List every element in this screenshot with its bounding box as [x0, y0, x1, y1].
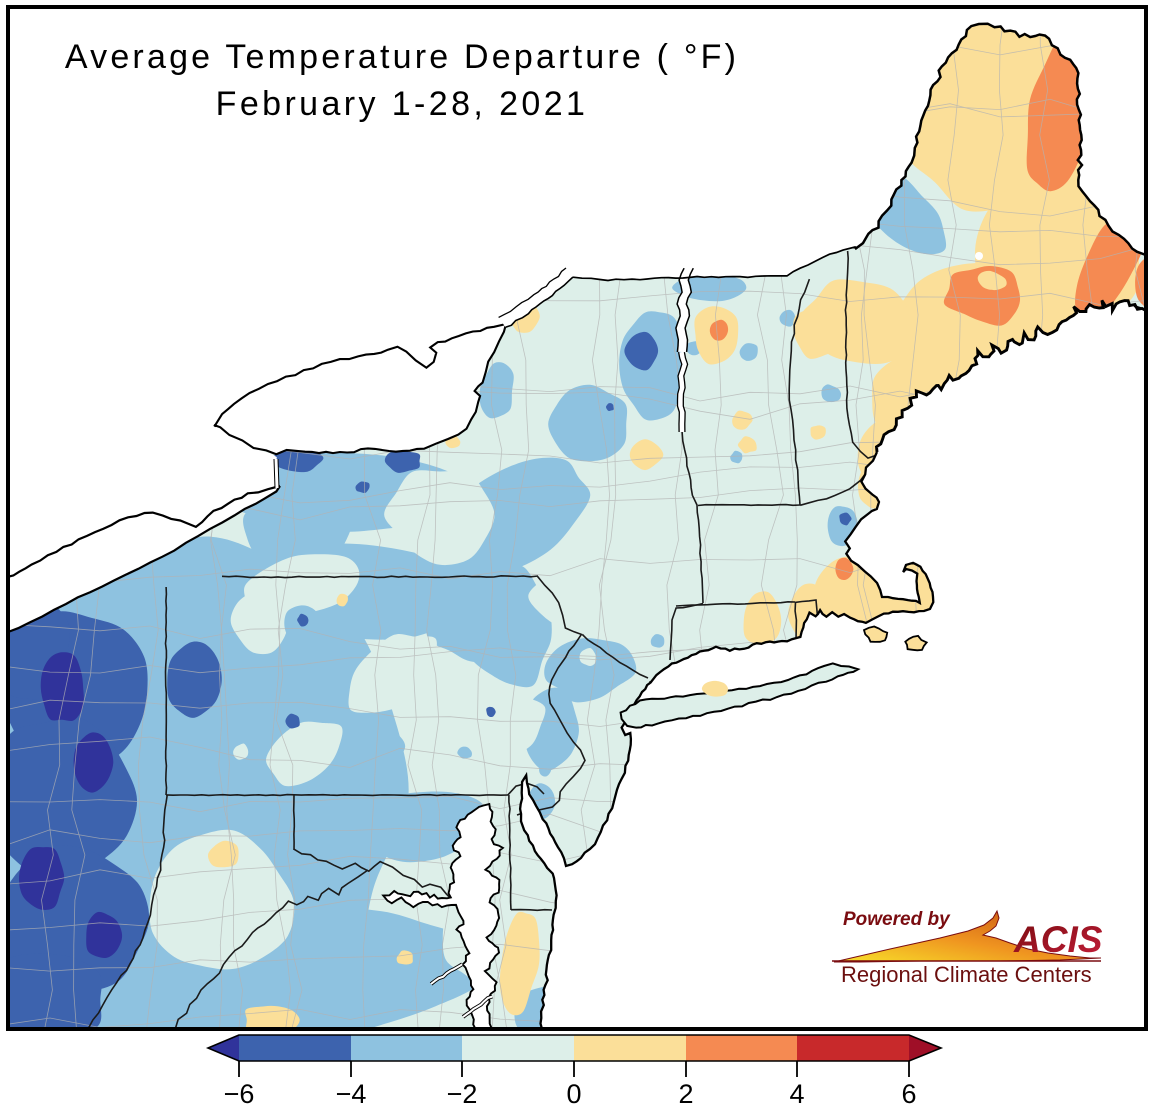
svg-text:ACIS: ACIS — [1013, 919, 1103, 960]
svg-text:Powered by: Powered by — [843, 909, 951, 930]
svg-text:6: 6 — [901, 1079, 916, 1109]
svg-text:4: 4 — [789, 1079, 804, 1109]
svg-text:2: 2 — [678, 1079, 693, 1109]
svg-text:−2: −2 — [447, 1079, 478, 1109]
svg-text:Average Temperature Departure: Average Temperature Departure ( °F) — [65, 38, 739, 76]
svg-text:0: 0 — [566, 1079, 581, 1109]
svg-text:−4: −4 — [336, 1079, 367, 1109]
svg-text:Regional Climate Centers: Regional Climate Centers — [841, 962, 1092, 987]
svg-text:−6: −6 — [224, 1079, 255, 1109]
svg-text:February 1-28, 2021: February 1-28, 2021 — [216, 85, 589, 123]
